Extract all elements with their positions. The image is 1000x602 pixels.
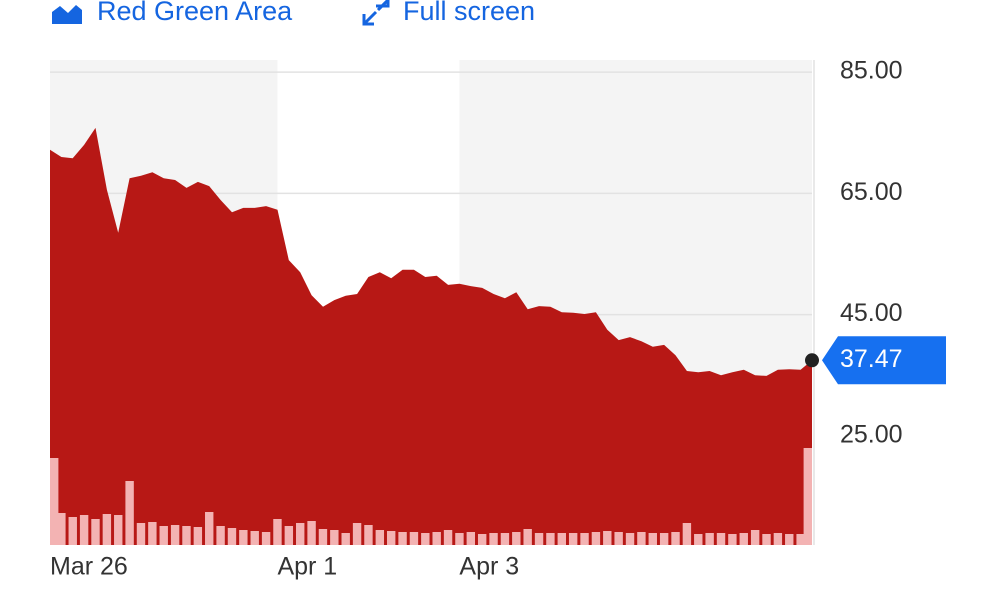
volume-bar bbox=[398, 532, 407, 545]
volume-bar bbox=[568, 533, 578, 545]
volume-bar bbox=[330, 530, 339, 545]
volume-bar bbox=[773, 533, 783, 545]
x-tick-label: Mar 26 bbox=[50, 553, 128, 581]
volume-bar bbox=[455, 533, 464, 545]
volume-bar bbox=[193, 527, 203, 545]
volume-bar bbox=[307, 521, 316, 545]
volume-bar bbox=[750, 530, 760, 545]
volume-bar bbox=[523, 529, 532, 545]
volume-bar bbox=[785, 534, 794, 545]
x-tick-label: Apr 3 bbox=[459, 553, 519, 581]
plot-area: 25.00 45.00 65.00 85.00 Mar 26 Apr 1 Apr 3 37.4… bbox=[50, 57, 946, 581]
volume-bar bbox=[102, 514, 112, 545]
volume-bar bbox=[182, 526, 191, 545]
last-price-dot bbox=[805, 353, 819, 368]
volume-bar bbox=[205, 512, 214, 545]
volume-bar bbox=[614, 532, 623, 545]
volume-bar bbox=[159, 526, 168, 545]
volume-bar bbox=[409, 532, 419, 545]
volume-bar bbox=[352, 523, 362, 545]
volume-bar bbox=[762, 534, 771, 545]
volume-bar bbox=[796, 534, 805, 545]
volume-bar bbox=[284, 526, 294, 545]
volume-bar bbox=[79, 515, 89, 545]
volume-bar bbox=[580, 533, 589, 545]
volume-bar bbox=[170, 525, 180, 545]
price-area bbox=[50, 127, 812, 546]
volume-bar bbox=[603, 531, 612, 545]
volume-bar bbox=[682, 523, 692, 545]
volume-bar bbox=[705, 533, 714, 545]
volume-bar bbox=[125, 481, 134, 545]
volume-bar bbox=[466, 532, 476, 545]
volume-bar bbox=[557, 533, 566, 545]
volume-bar bbox=[534, 533, 544, 545]
volume-bar bbox=[728, 534, 737, 545]
volume-bar bbox=[91, 519, 100, 545]
expand-icon bbox=[362, 0, 390, 26]
volume-bar bbox=[216, 526, 225, 545]
volume-bar bbox=[625, 533, 635, 545]
volume-bar bbox=[716, 533, 726, 545]
volume-bar bbox=[239, 530, 248, 545]
volume-bar bbox=[489, 533, 498, 545]
volume-bar bbox=[364, 525, 373, 545]
last-price-label: 37.47 bbox=[840, 345, 903, 373]
area-icon bbox=[52, 5, 82, 24]
chart-type-button[interactable]: Red Green Area bbox=[52, 0, 293, 26]
volume-bar bbox=[136, 523, 146, 545]
volume-bar bbox=[114, 515, 123, 545]
volume-bar bbox=[261, 532, 271, 545]
volume-bar bbox=[386, 531, 396, 545]
y-tick-label: 25.00 bbox=[840, 420, 903, 448]
volume-bar bbox=[443, 530, 453, 545]
x-tick-label: Apr 1 bbox=[277, 553, 337, 581]
volume-bar bbox=[803, 448, 812, 545]
volume-bar bbox=[250, 531, 259, 545]
volume-bar bbox=[341, 533, 350, 545]
volume-bar bbox=[375, 530, 385, 545]
volume-bar bbox=[57, 513, 66, 545]
volume-bar bbox=[546, 533, 555, 545]
volume-bar bbox=[694, 534, 703, 545]
last-price-tag bbox=[822, 336, 946, 385]
full-screen-button[interactable]: Full screen bbox=[362, 0, 535, 26]
volume-bar bbox=[68, 517, 77, 545]
y-tick-label: 45.00 bbox=[840, 299, 903, 327]
volume-bar bbox=[227, 528, 237, 545]
volume-bar bbox=[591, 532, 601, 545]
volume-bar bbox=[148, 522, 157, 545]
full-screen-label[interactable]: Full screen bbox=[403, 0, 535, 26]
volume-bar bbox=[421, 533, 430, 545]
volume-bar bbox=[648, 533, 657, 545]
volume-bar bbox=[318, 529, 328, 545]
volume-bar bbox=[296, 523, 305, 545]
volume-bar bbox=[432, 532, 441, 545]
y-tick-label: 85.00 bbox=[840, 57, 903, 85]
chart-type-label[interactable]: Red Green Area bbox=[97, 0, 293, 26]
y-tick-label: 65.00 bbox=[840, 178, 903, 206]
volume-bar bbox=[512, 532, 521, 545]
volume-bar bbox=[739, 533, 748, 545]
volume-bar bbox=[273, 519, 282, 545]
volume-bar bbox=[637, 532, 646, 545]
volume-bar bbox=[500, 533, 510, 545]
volume-bar bbox=[659, 533, 669, 545]
volume-bar bbox=[50, 458, 59, 545]
volume-bar bbox=[477, 534, 487, 545]
volume-bar bbox=[671, 532, 680, 545]
